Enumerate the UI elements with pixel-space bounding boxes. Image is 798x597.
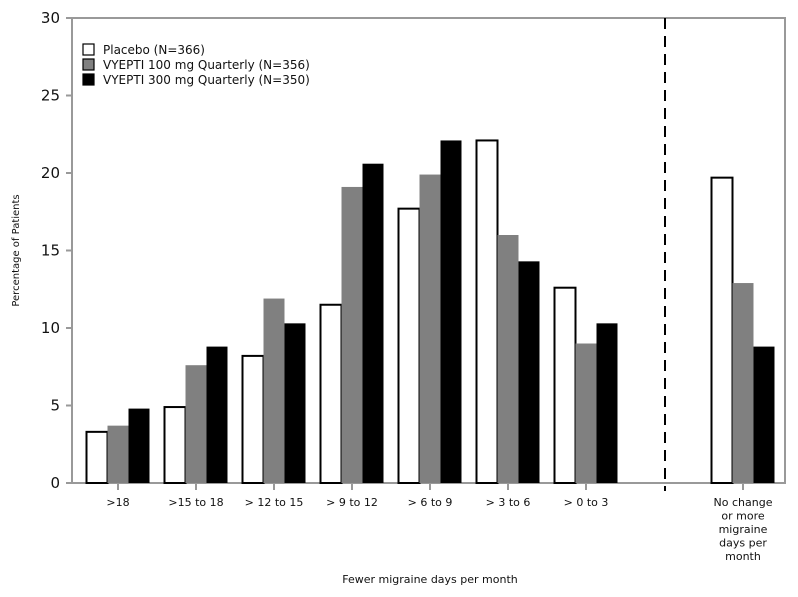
y-tick-label: 30 [41,9,60,27]
x-tick-label: > 0 to 3 [564,496,609,509]
x-tick-label: month [725,550,761,563]
bar-placebo [397,207,421,484]
bar-vyepti-100mg [263,298,285,483]
y-tick-label: 10 [41,319,60,337]
y-tick-label: 5 [50,397,60,415]
bar-placebo [553,286,577,485]
legend-swatch [82,58,95,71]
bar-vyepti-300mg [596,323,618,483]
legend-label: VYEPTI 300 mg Quarterly (N=350) [103,73,310,87]
bar-vyepti-100mg [419,174,441,484]
legend-label: VYEPTI 100 mg Quarterly (N=356) [103,58,310,72]
bar-vyepti-100mg [185,365,207,483]
x-tick-label: migraine [719,523,768,536]
x-axis-label: Fewer migraine days per month [342,573,518,586]
bar-placebo [710,176,734,484]
bar-vyepti-300mg [362,163,384,483]
y-tick-label: 25 [41,87,60,105]
x-tick-label: > 9 to 12 [326,496,378,509]
x-tick-label: > 6 to 9 [408,496,453,509]
bar-vyepti-300mg [440,140,462,483]
bar-vyepti-100mg [575,343,597,483]
bar-placebo [319,303,343,484]
bar-vyepti-300mg [206,346,228,483]
bar-placebo [85,430,109,485]
x-tick-label: > 12 to 15 [245,496,304,509]
legend-swatch [82,43,95,56]
bar-vyepti-300mg [128,408,150,483]
bar-vyepti-100mg [732,283,754,483]
bar-vyepti-300mg [753,346,775,483]
legend-label: Placebo (N=366) [103,43,205,57]
bar-vyepti-100mg [497,235,519,483]
x-tick-label: >18 [106,496,129,509]
x-tick-label: >15 to 18 [168,496,223,509]
bar-vyepti-300mg [284,323,306,483]
bar-placebo [163,406,187,484]
legend-swatch [82,73,95,86]
x-tick-label: days per [719,537,767,550]
x-tick-label: No change [714,496,773,509]
bar-placebo [241,354,265,484]
bar-vyepti-300mg [518,261,540,483]
y-tick-label: 15 [41,242,60,260]
bar-placebo [475,139,499,484]
y-axis-label: Percentage of Patients [11,194,22,306]
y-tick-label: 20 [41,164,60,182]
bar-vyepti-100mg [107,425,129,483]
x-tick-label: > 3 to 6 [486,496,531,509]
y-tick-label: 0 [50,474,60,492]
x-tick-label: or more [721,510,764,523]
bar-vyepti-100mg [341,186,363,483]
